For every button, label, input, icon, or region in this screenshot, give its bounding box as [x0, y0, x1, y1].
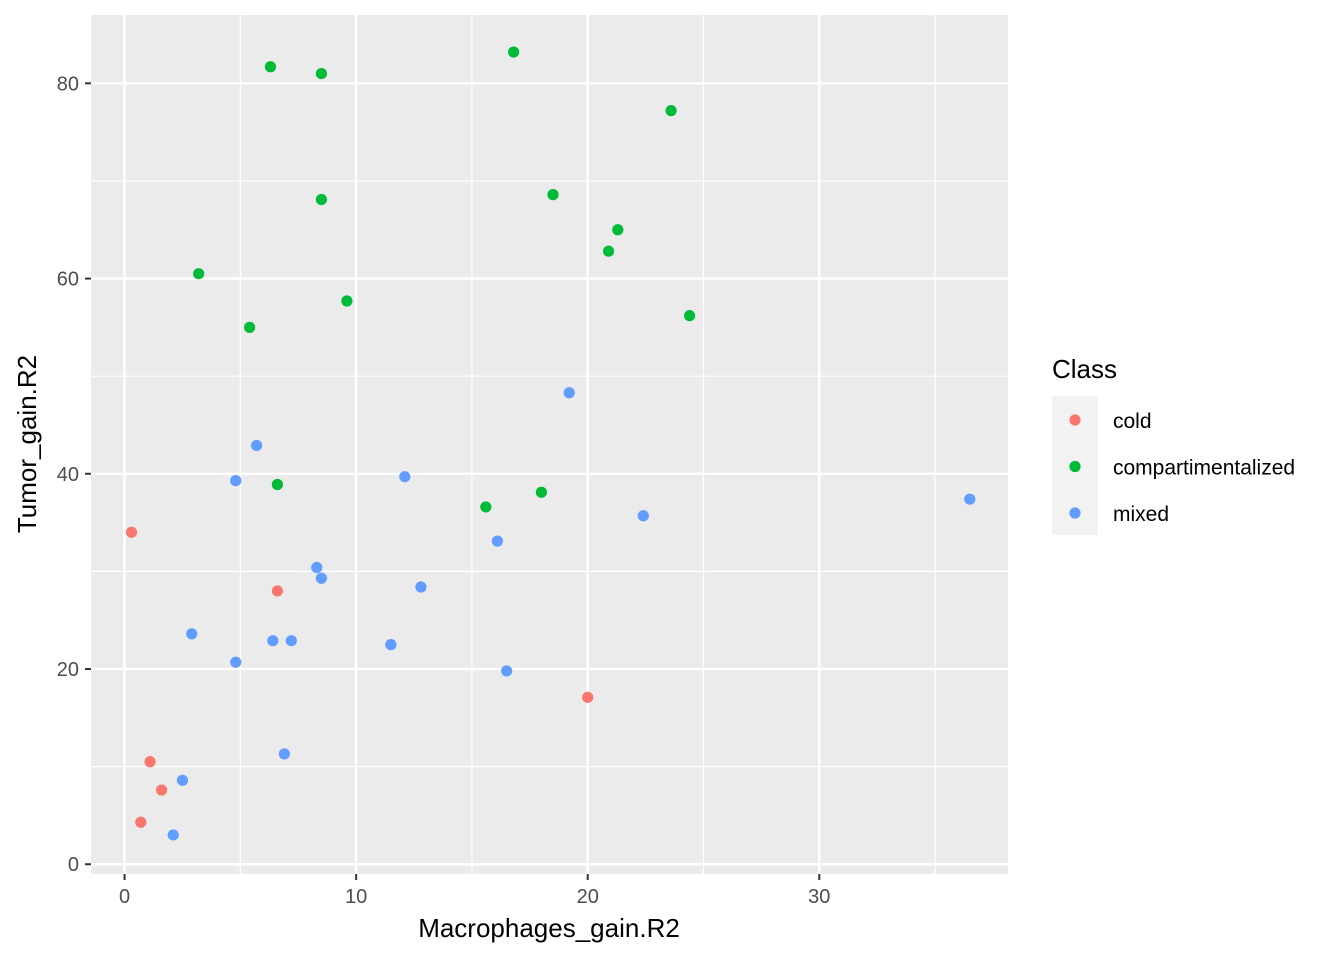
- data-point-compartimentalized: [535, 486, 547, 498]
- data-point-mixed: [637, 510, 649, 522]
- y-tick-label: 20: [57, 659, 79, 681]
- data-point-mixed: [186, 628, 198, 640]
- minor-gridlines: [91, 15, 1008, 874]
- data-point-compartimentalized: [683, 310, 696, 322]
- data-point-mixed: [399, 471, 411, 483]
- data-point-compartimentalized: [264, 61, 277, 73]
- data-point-compartimentalized: [341, 295, 353, 307]
- data-point-mixed: [230, 475, 242, 487]
- legend-title: Class: [1052, 354, 1117, 384]
- data-point-compartimentalized: [193, 268, 205, 280]
- x-tick-label: 10: [345, 886, 367, 908]
- legend-key-cold: [1069, 414, 1081, 426]
- data-point-mixed: [285, 635, 297, 647]
- data-point-compartimentalized: [602, 245, 615, 257]
- legend-entries: cold compartimentalized mixed: [1069, 410, 1295, 526]
- data-points: [125, 46, 976, 841]
- legend-label-mixed: mixed: [1113, 503, 1169, 526]
- data-point-mixed: [167, 829, 179, 841]
- y-tick-label: 0: [68, 854, 79, 876]
- data-point-compartimentalized: [244, 321, 256, 333]
- data-point-mixed: [250, 439, 263, 452]
- data-point-cold: [271, 585, 284, 597]
- legend-label-cold: cold: [1113, 410, 1152, 433]
- data-point-mixed: [385, 639, 397, 651]
- data-point-compartimentalized: [315, 67, 328, 80]
- data-point-mixed: [415, 581, 427, 593]
- data-point-mixed: [230, 656, 242, 668]
- data-point-mixed: [267, 635, 279, 647]
- data-point-compartimentalized: [480, 501, 492, 513]
- x-tick-label: 0: [119, 886, 130, 908]
- plot-panel: [91, 15, 1008, 874]
- y-axis-title: Tumor_gain.R2: [12, 355, 42, 533]
- x-axis-title: Macrophages_gain.R2: [418, 913, 680, 943]
- data-point-compartimentalized: [547, 189, 559, 201]
- data-point-cold: [582, 691, 594, 703]
- data-point-compartimentalized: [665, 105, 677, 117]
- data-point-compartimentalized: [271, 478, 284, 491]
- data-point-mixed: [176, 774, 189, 786]
- data-point-cold: [144, 756, 156, 768]
- data-point-mixed: [964, 493, 976, 505]
- x-axis: 0 10 20 30: [119, 874, 830, 908]
- legend-key-compartimentalized: [1069, 460, 1081, 473]
- legend-key-mixed: [1069, 507, 1081, 519]
- data-point-compartimentalized: [315, 193, 328, 206]
- y-tick-label: 40: [57, 464, 79, 486]
- legend: Class cold compartimentalized mixed: [1052, 354, 1295, 535]
- y-tick-label: 60: [57, 269, 79, 291]
- data-point-mixed: [491, 535, 503, 547]
- data-point-cold: [125, 526, 138, 538]
- legend-label-compartimentalized: compartimentalized: [1113, 457, 1295, 480]
- data-point-mixed: [278, 748, 290, 760]
- data-point-mixed: [501, 665, 513, 677]
- major-gridlines: [91, 15, 1008, 874]
- y-tick-label: 80: [57, 73, 79, 95]
- data-point-cold: [156, 784, 168, 796]
- data-point-compartimentalized: [612, 224, 624, 236]
- data-point-compartimentalized: [508, 46, 520, 58]
- data-point-mixed: [315, 572, 328, 584]
- data-point-cold: [135, 816, 147, 828]
- data-point-mixed: [311, 561, 323, 574]
- y-axis: 0 20 40 60 80: [57, 73, 91, 876]
- x-tick-label: 30: [808, 886, 830, 908]
- x-tick-label: 20: [577, 886, 599, 908]
- data-point-mixed: [563, 387, 575, 399]
